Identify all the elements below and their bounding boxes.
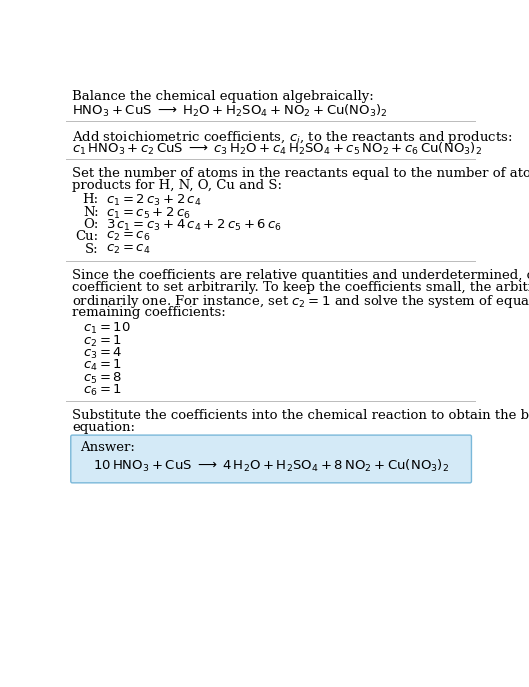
Text: $10\,\mathrm{HNO_3} + \mathrm{CuS} \;\longrightarrow\; 4\,\mathrm{H_2O} + \mathr: $10\,\mathrm{HNO_3} + \mathrm{CuS} \;\lo… — [93, 458, 449, 474]
Text: Answer:: Answer: — [80, 441, 135, 454]
Text: $c_1 = 2\,c_3 + 2\,c_4$: $c_1 = 2\,c_3 + 2\,c_4$ — [106, 193, 202, 208]
Text: coefficient to set arbitrarily. To keep the coefficients small, the arbitrary va: coefficient to set arbitrarily. To keep … — [72, 281, 529, 294]
Text: S:: S: — [85, 243, 99, 256]
Text: Balance the chemical equation algebraically:: Balance the chemical equation algebraica… — [72, 90, 374, 103]
Text: Add stoichiometric coefficients, $c_i$, to the reactants and products:: Add stoichiometric coefficients, $c_i$, … — [72, 128, 513, 146]
Text: $3\,c_1 = c_3 + 4\,c_4 + 2\,c_5 + 6\,c_6$: $3\,c_1 = c_3 + 4\,c_4 + 2\,c_5 + 6\,c_6… — [106, 218, 282, 233]
Text: $\mathrm{HNO_3 + CuS \;\longrightarrow\; H_2O + H_2SO_4 + NO_2 + Cu(NO_3)_2}$: $\mathrm{HNO_3 + CuS \;\longrightarrow\;… — [72, 102, 388, 119]
Text: $c_2 = c_6$: $c_2 = c_6$ — [106, 230, 151, 243]
Text: Substitute the coefficients into the chemical reaction to obtain the balanced: Substitute the coefficients into the che… — [72, 409, 529, 422]
Text: $c_6 = 1$: $c_6 = 1$ — [83, 383, 122, 398]
Text: Set the number of atoms in the reactants equal to the number of atoms in the: Set the number of atoms in the reactants… — [72, 167, 529, 180]
Text: $c_1\,\mathrm{HNO_3} + c_2\,\mathrm{CuS} \;\longrightarrow\; c_3\,\mathrm{H_2O} : $c_1\,\mathrm{HNO_3} + c_2\,\mathrm{CuS}… — [72, 141, 482, 157]
Text: ordinarily one. For instance, set $c_2 = 1$ and solve the system of equations fo: ordinarily one. For instance, set $c_2 =… — [72, 293, 529, 311]
Text: equation:: equation: — [72, 421, 135, 434]
Text: products for H, N, O, Cu and S:: products for H, N, O, Cu and S: — [72, 179, 282, 192]
Text: $c_1 = c_5 + 2\,c_6$: $c_1 = c_5 + 2\,c_6$ — [106, 205, 191, 221]
Text: $c_2 = c_4$: $c_2 = c_4$ — [106, 243, 151, 256]
Text: O:: O: — [83, 218, 99, 231]
Text: $c_4 = 1$: $c_4 = 1$ — [83, 358, 122, 373]
Text: remaining coefficients:: remaining coefficients: — [72, 306, 226, 319]
Text: $c_2 = 1$: $c_2 = 1$ — [83, 333, 122, 348]
Text: Cu:: Cu: — [76, 230, 99, 243]
Text: $c_1 = 10$: $c_1 = 10$ — [83, 321, 131, 336]
Text: Since the coefficients are relative quantities and underdetermined, choose a: Since the coefficients are relative quan… — [72, 269, 529, 282]
Text: $c_3 = 4$: $c_3 = 4$ — [83, 346, 123, 361]
FancyBboxPatch shape — [71, 435, 471, 483]
Text: $c_5 = 8$: $c_5 = 8$ — [83, 370, 123, 385]
Text: H:: H: — [83, 193, 99, 206]
Text: N:: N: — [83, 205, 99, 218]
